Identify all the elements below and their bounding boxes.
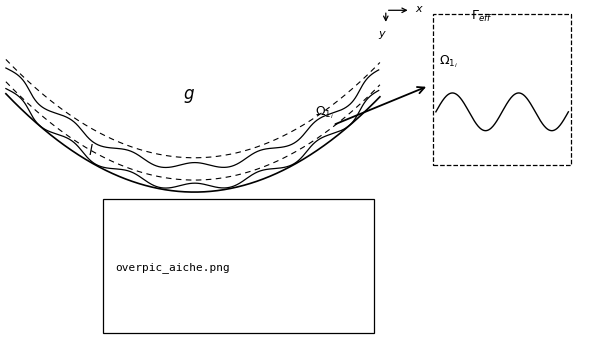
- Text: overpic_aiche.png: overpic_aiche.png: [115, 262, 230, 273]
- Text: $\Omega_{1_i}$: $\Omega_{1_i}$: [315, 105, 334, 121]
- Bar: [103, 199, 374, 333]
- Text: $g$: $g$: [183, 87, 194, 105]
- Text: $x$: $x$: [415, 4, 424, 14]
- Text: $y$: $y$: [378, 29, 388, 41]
- Text: $\Gamma_{eff}$: $\Gamma_{eff}$: [471, 9, 493, 24]
- Bar: [433, 14, 571, 165]
- Text: $\Omega_{1_i}$: $\Omega_{1_i}$: [439, 54, 458, 70]
- Text: $l$: $l$: [88, 143, 94, 158]
